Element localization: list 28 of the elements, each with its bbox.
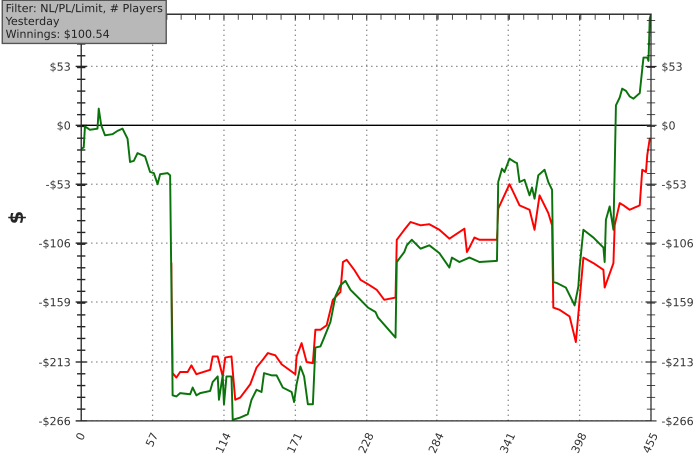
y-tick-label: -$53	[46, 180, 70, 190]
x-tick-label: 455	[642, 432, 658, 454]
y-tick-label: -$213	[39, 358, 70, 368]
y2-tick-label: -$53	[662, 180, 686, 190]
y-tick-label: $53	[50, 62, 70, 72]
y-tick-label: -$159	[39, 298, 70, 308]
text: Filter: NL/PL/Limit, # Players	[6, 4, 162, 14]
y2-tick-label: -$266	[662, 416, 694, 427]
y2-tick-label: $0	[662, 121, 675, 132]
x-tick-label: 398	[570, 432, 587, 454]
text: Yesterday	[6, 16, 60, 28]
x-tick-label: 341	[499, 432, 516, 454]
y2-tick-label: -$106	[662, 238, 694, 249]
y2-tick-label: $53	[662, 62, 682, 72]
y2-tick-label: -$213	[662, 358, 693, 368]
y-axis-title: $	[8, 212, 26, 223]
y-tick-label: -$266	[39, 416, 70, 427]
x-tick-label: 114	[215, 432, 231, 453]
x-tick-label: 171	[286, 432, 302, 453]
y-tick-label: -$106	[39, 238, 70, 249]
x-tick-label: 284	[428, 432, 444, 454]
x-tick-label: 57	[145, 432, 158, 447]
x-tick-label: 228	[358, 432, 374, 454]
x-tick-label: 0	[75, 432, 86, 441]
y2-tick-label: -$159	[662, 298, 693, 308]
y-tick-label: $0	[58, 121, 70, 132]
annotation: Winnings: $100.54	[6, 29, 110, 40]
line-series	[170, 138, 651, 401]
